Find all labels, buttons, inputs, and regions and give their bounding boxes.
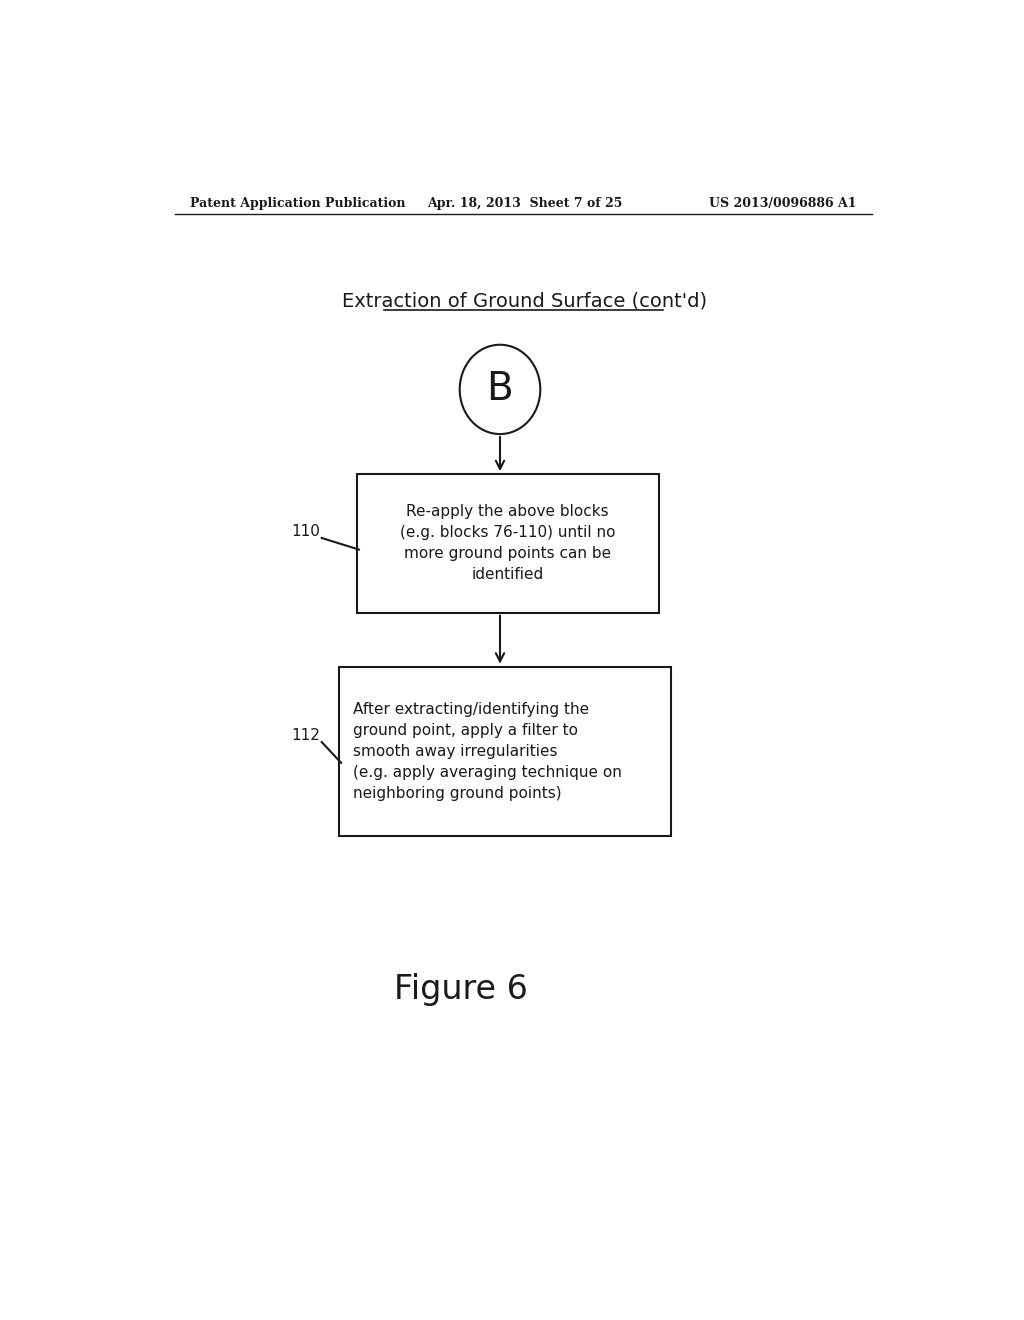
Text: Re-apply the above blocks
(e.g. blocks 76-110) until no
more ground points can b: Re-apply the above blocks (e.g. blocks 7… (400, 504, 615, 582)
Text: US 2013/0096886 A1: US 2013/0096886 A1 (709, 197, 856, 210)
FancyBboxPatch shape (356, 474, 658, 612)
Text: Figure 6: Figure 6 (394, 974, 528, 1006)
Text: Apr. 18, 2013  Sheet 7 of 25: Apr. 18, 2013 Sheet 7 of 25 (427, 197, 623, 210)
Text: Extraction of Ground Surface (cont'd): Extraction of Ground Surface (cont'd) (342, 292, 708, 310)
Text: 110: 110 (291, 524, 321, 540)
Text: Patent Application Publication: Patent Application Publication (190, 197, 406, 210)
FancyBboxPatch shape (339, 667, 671, 836)
Text: B: B (486, 371, 513, 408)
Text: 112: 112 (291, 729, 321, 743)
Text: After extracting/identifying the
ground point, apply a filter to
smooth away irr: After extracting/identifying the ground … (352, 702, 622, 801)
